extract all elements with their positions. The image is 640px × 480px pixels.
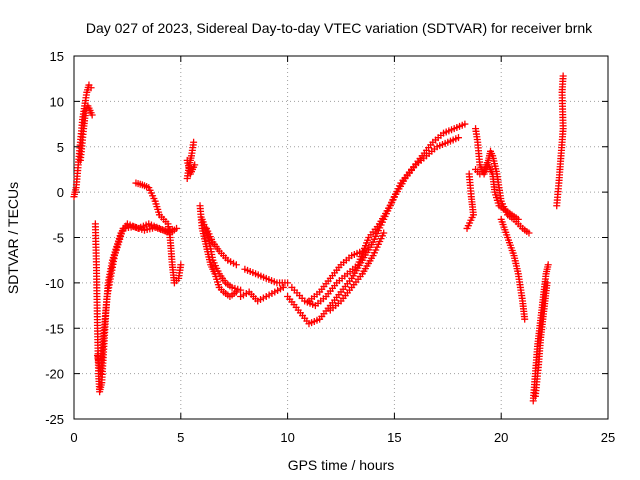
- series-arc2b: [93, 223, 176, 378]
- data-points: [70, 72, 567, 405]
- data-point-marker: [177, 261, 185, 269]
- series-arc3: [132, 179, 185, 287]
- series-arc4b: [183, 156, 199, 178]
- x-axis-label: GPS time / hours: [288, 457, 395, 473]
- series-arc12: [553, 72, 567, 210]
- y-tick-label: -5: [52, 231, 64, 246]
- chart-title: Day 027 of 2023, Sidereal Day-to-day VTE…: [86, 20, 593, 36]
- x-tick-label: 5: [177, 430, 184, 445]
- y-tick-label: -20: [45, 367, 64, 382]
- x-tick-label: 0: [70, 430, 77, 445]
- data-point-marker: [521, 315, 529, 323]
- series-arc9b: [472, 125, 522, 223]
- data-point-marker: [173, 224, 181, 232]
- data-point-marker: [232, 261, 240, 269]
- data-point-marker: [87, 84, 95, 92]
- data-point-marker: [543, 279, 551, 287]
- data-point-marker: [525, 229, 533, 237]
- x-tick-label: 10: [280, 430, 294, 445]
- series-arc1b: [76, 102, 96, 164]
- data-point-marker: [514, 215, 522, 223]
- data-point-marker: [559, 72, 567, 80]
- data-point-marker: [284, 279, 292, 287]
- series-arc8b: [288, 120, 469, 310]
- data-point-marker: [190, 138, 198, 146]
- data-point-marker: [191, 161, 199, 169]
- data-point-marker: [463, 224, 471, 232]
- data-point-marker: [358, 247, 366, 255]
- data-point-marker: [454, 134, 462, 142]
- y-tick-label: -25: [45, 412, 64, 427]
- series-arc8c: [305, 247, 366, 305]
- series-arc6: [202, 224, 240, 269]
- data-point-marker: [237, 286, 245, 294]
- y-tick-label: 5: [57, 140, 64, 155]
- series-arc5b: [198, 215, 245, 294]
- series-arc10: [497, 215, 529, 323]
- y-tick-label: -15: [45, 321, 64, 336]
- series-arc8d: [326, 229, 388, 314]
- x-tick-label: 20: [494, 430, 508, 445]
- x-tick-label: 15: [387, 430, 401, 445]
- series-arc5: [196, 202, 240, 300]
- series-arc7: [237, 283, 287, 305]
- y-tick-label: 0: [57, 185, 64, 200]
- y-tick-label: -10: [45, 276, 64, 291]
- axis-ticks: [73, 55, 609, 420]
- grid: [74, 56, 608, 419]
- y-axis-label: SDTVAR / TECUs: [5, 182, 21, 294]
- x-tick-label: 25: [601, 430, 615, 445]
- axis-tick-labels: 0 5 10 15 20 25 -25 -20 -15 -10 -5 0 5 10 15: [45, 49, 615, 445]
- data-point-marker: [380, 229, 388, 237]
- series-arc7b: [241, 265, 292, 287]
- data-point-marker: [544, 261, 552, 269]
- data-point-marker: [461, 120, 469, 128]
- series-arc11b: [531, 279, 551, 400]
- data-point-marker: [279, 283, 287, 291]
- y-tick-label: 15: [50, 49, 64, 64]
- y-tick-label: 10: [50, 94, 64, 109]
- series-arc9c: [463, 170, 477, 232]
- data-point-marker: [88, 111, 96, 119]
